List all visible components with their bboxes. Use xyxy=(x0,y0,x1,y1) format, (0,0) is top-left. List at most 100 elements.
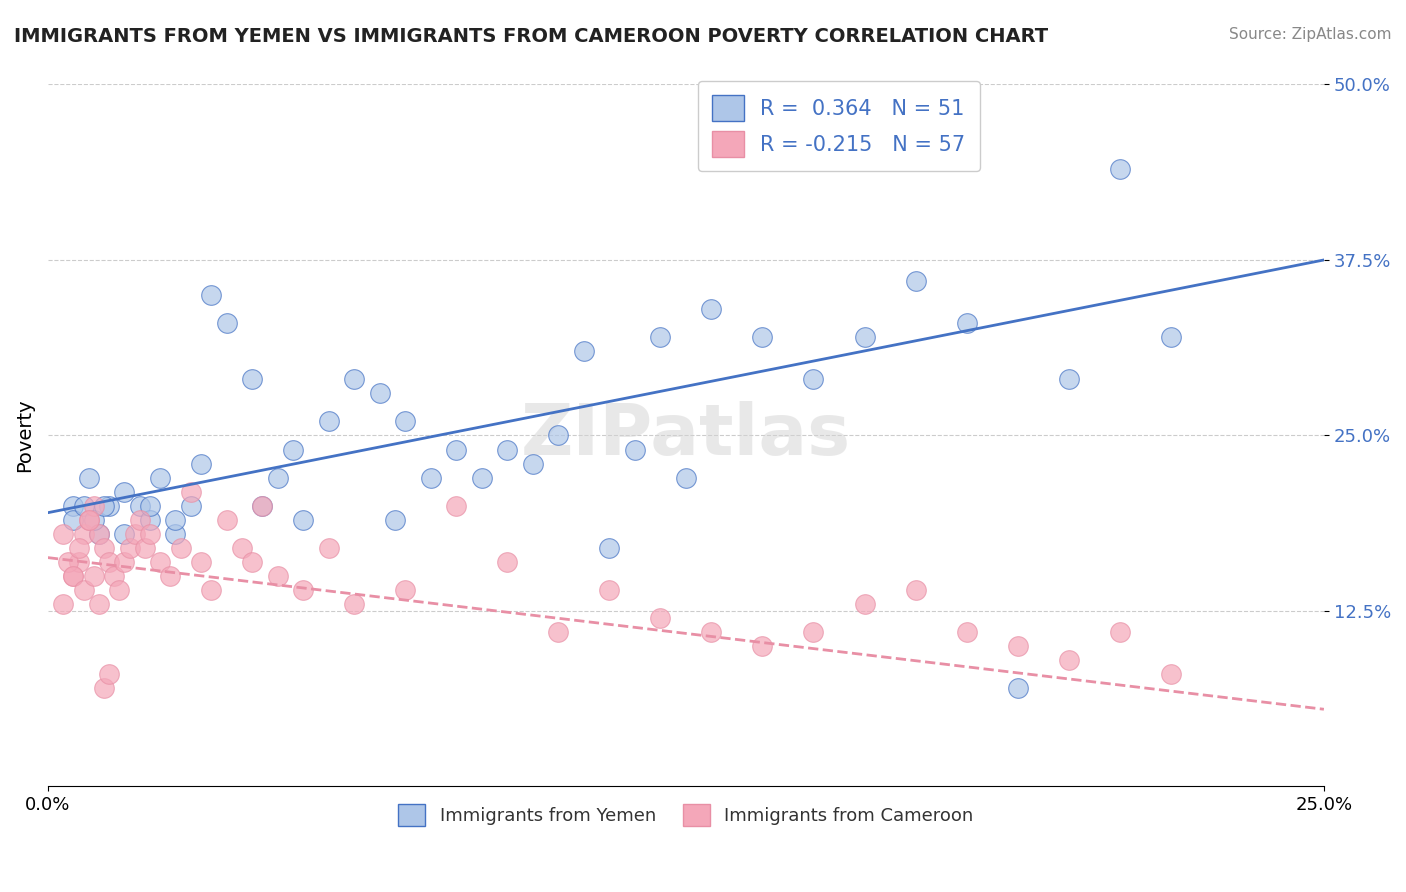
Point xyxy=(52,597,75,611)
Point xyxy=(83,569,105,583)
Point xyxy=(165,526,187,541)
Point xyxy=(598,582,620,597)
Point xyxy=(200,582,222,597)
Point xyxy=(650,330,672,344)
Point xyxy=(547,428,569,442)
Point xyxy=(58,555,80,569)
Point xyxy=(572,344,595,359)
Point xyxy=(124,526,146,541)
Point xyxy=(368,386,391,401)
Text: Source: ZipAtlas.com: Source: ZipAtlas.com xyxy=(1229,27,1392,42)
Point xyxy=(72,582,94,597)
Point xyxy=(444,442,467,457)
Point xyxy=(98,555,121,569)
Point xyxy=(169,541,191,555)
Point xyxy=(118,541,141,555)
Point xyxy=(62,569,84,583)
Point xyxy=(240,372,263,386)
Point xyxy=(700,625,723,640)
Text: IMMIGRANTS FROM YEMEN VS IMMIGRANTS FROM CAMEROON POVERTY CORRELATION CHART: IMMIGRANTS FROM YEMEN VS IMMIGRANTS FROM… xyxy=(14,27,1049,45)
Point xyxy=(1108,625,1130,640)
Point xyxy=(853,597,876,611)
Point xyxy=(128,499,150,513)
Point xyxy=(292,513,315,527)
Point xyxy=(72,499,94,513)
Point xyxy=(67,541,90,555)
Point xyxy=(98,667,121,681)
Point xyxy=(955,316,977,330)
Point xyxy=(67,555,90,569)
Point xyxy=(77,513,100,527)
Point xyxy=(419,470,441,484)
Point xyxy=(1160,330,1182,344)
Point xyxy=(108,582,131,597)
Point xyxy=(955,625,977,640)
Point xyxy=(62,569,84,583)
Point xyxy=(343,597,366,611)
Point xyxy=(444,499,467,513)
Point xyxy=(751,639,773,653)
Point xyxy=(598,541,620,555)
Point xyxy=(83,499,105,513)
Point xyxy=(522,457,544,471)
Point xyxy=(93,499,115,513)
Point xyxy=(266,569,288,583)
Point xyxy=(1108,161,1130,176)
Point xyxy=(318,414,340,428)
Point xyxy=(139,513,162,527)
Point xyxy=(114,484,136,499)
Text: ZIPatlas: ZIPatlas xyxy=(520,401,851,470)
Point xyxy=(87,597,110,611)
Point xyxy=(700,302,723,317)
Point xyxy=(149,555,172,569)
Point xyxy=(292,582,315,597)
Point xyxy=(180,484,202,499)
Point xyxy=(318,541,340,555)
Point xyxy=(496,555,519,569)
Point xyxy=(103,569,125,583)
Point xyxy=(547,625,569,640)
Point xyxy=(904,274,927,288)
Point xyxy=(215,316,238,330)
Point xyxy=(803,625,825,640)
Point xyxy=(252,499,274,513)
Point xyxy=(52,526,75,541)
Legend: Immigrants from Yemen, Immigrants from Cameroon: Immigrants from Yemen, Immigrants from C… xyxy=(391,797,981,834)
Point xyxy=(675,470,697,484)
Point xyxy=(1057,372,1080,386)
Point xyxy=(252,499,274,513)
Point xyxy=(159,569,181,583)
Point xyxy=(281,442,304,457)
Point xyxy=(624,442,647,457)
Point xyxy=(62,513,84,527)
Point xyxy=(1057,653,1080,667)
Point xyxy=(128,513,150,527)
Point xyxy=(77,513,100,527)
Point xyxy=(190,555,212,569)
Point xyxy=(343,372,366,386)
Point xyxy=(1007,681,1029,696)
Point xyxy=(240,555,263,569)
Point xyxy=(139,526,162,541)
Point xyxy=(394,414,416,428)
Point xyxy=(496,442,519,457)
Point xyxy=(114,526,136,541)
Point xyxy=(904,582,927,597)
Point xyxy=(93,681,115,696)
Point xyxy=(87,526,110,541)
Point xyxy=(139,499,162,513)
Point xyxy=(114,555,136,569)
Point xyxy=(751,330,773,344)
Point xyxy=(62,499,84,513)
Point xyxy=(190,457,212,471)
Point xyxy=(803,372,825,386)
Point xyxy=(853,330,876,344)
Point xyxy=(1007,639,1029,653)
Point xyxy=(149,470,172,484)
Point xyxy=(215,513,238,527)
Point xyxy=(93,541,115,555)
Point xyxy=(471,470,494,484)
Point xyxy=(394,582,416,597)
Point xyxy=(180,499,202,513)
Point xyxy=(134,541,156,555)
